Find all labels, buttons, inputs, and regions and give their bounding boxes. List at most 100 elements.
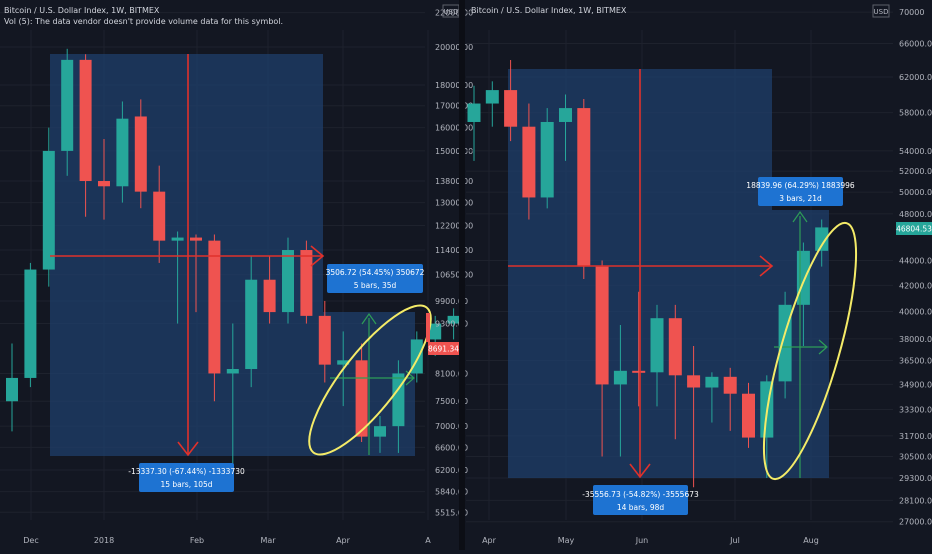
right-price-axis[interactable]: 70000 66000.00 62000.00 58000.00 54000.00 520…	[899, 8, 932, 527]
price-tick-label: 27000.00	[899, 518, 932, 527]
candle	[392, 360, 405, 453]
candle-body	[42, 150, 55, 270]
candle-body	[190, 237, 202, 241]
candle	[134, 99, 147, 209]
candle	[98, 139, 110, 220]
candle	[79, 54, 92, 217]
price-tick-label: 58000.00	[899, 109, 932, 118]
time-tick-label: Apr	[482, 536, 497, 545]
left-chart-panel[interactable]: -13337.30 (-67.44%) -1333730 15 bars, 10…	[0, 4, 473, 545]
candle-body	[392, 373, 405, 427]
candle-body	[577, 108, 591, 267]
price-tick-label: 8100.00	[435, 369, 468, 378]
candle-body	[796, 250, 810, 305]
price-tick-label: 33300.00	[899, 406, 932, 415]
time-tick-label: Jul	[729, 536, 740, 545]
time-tick-label: Mar	[260, 536, 276, 545]
right-currency-badge[interactable]: USD	[872, 4, 890, 18]
left-chart-title: Bitcoin / U.S. Dollar Index, 1W, BITMEX	[4, 6, 160, 15]
candle-body	[24, 269, 37, 378]
price-tick-label: 30500.00	[899, 453, 932, 462]
left-time-axis[interactable]: Dec 2018 Feb Mar Apr A	[23, 536, 431, 545]
price-tick-label: 7000.00	[435, 422, 468, 431]
candle	[595, 260, 609, 457]
candle	[190, 234, 202, 313]
candle	[282, 237, 294, 324]
candle	[742, 382, 755, 448]
candle	[24, 262, 37, 388]
candle-body	[668, 318, 682, 376]
candle-body	[282, 250, 294, 313]
candle-body	[6, 377, 18, 402]
price-tick-label: 66000.00	[899, 40, 932, 49]
price-tick-label: 5840.00	[435, 488, 468, 497]
candle	[447, 308, 460, 340]
left-last-price: 8691.34	[428, 345, 459, 354]
right-drop-label: -35556.73 (-54.82%) -3555673 14 bars, 98…	[582, 485, 699, 515]
candle-body	[171, 237, 184, 241]
candle-body	[705, 376, 719, 388]
left-last-candle-edge	[426, 313, 430, 342]
candle	[318, 300, 331, 383]
panel-divider[interactable]	[459, 0, 465, 550]
left-drop-arrow	[177, 54, 199, 457]
candle-body	[632, 370, 646, 373]
price-tick-label: 9900.00	[435, 297, 468, 306]
time-tick-label: Feb	[190, 536, 204, 545]
candle-body	[815, 227, 829, 251]
candle	[632, 291, 646, 407]
candle-body	[429, 323, 442, 340]
candle	[171, 231, 184, 324]
time-tick-label: Apr	[336, 536, 351, 545]
left-candles	[6, 48, 460, 482]
left-price-axis[interactable]: 22000.00 20000.00 18000.00 17000.00 16000.00…	[435, 9, 473, 518]
left-highlight-ellipse	[308, 304, 432, 456]
right-candles	[467, 60, 829, 488]
price-tick-label: 42000.00	[899, 281, 932, 290]
candle-body	[245, 279, 258, 370]
left-time-arrow	[50, 245, 325, 267]
candle-body	[61, 59, 74, 151]
candle	[687, 345, 701, 488]
price-tick-label: 38000.00	[899, 335, 932, 344]
candle	[540, 108, 554, 209]
price-tick-label: 6200.00	[435, 466, 468, 475]
right-rise-arrow	[774, 210, 828, 478]
time-tick-label: 2018	[94, 536, 114, 545]
right-rise-label: 18839.96 (64.29%) 1883996 3 bars, 21d	[746, 177, 855, 206]
right-drop-arrow	[629, 69, 651, 479]
candle	[208, 234, 221, 402]
left-rise-label-line1: 3506.72 (54.45%) 350672	[326, 268, 425, 277]
candle-body	[300, 250, 313, 316]
candle-body	[98, 181, 110, 187]
candle-body	[153, 191, 166, 241]
price-tick-label: 34900.00	[899, 380, 932, 389]
right-drop-label-line1: -35556.73 (-54.82%) -3555673	[582, 490, 699, 499]
price-tick-label: 5515.00	[435, 508, 468, 517]
candle	[723, 367, 737, 431]
candle-body	[650, 318, 664, 373]
candle-body	[595, 266, 609, 385]
candle-body	[447, 315, 460, 324]
right-chart-panel[interactable]: -35556.73 (-54.82%) -3555673 14 bars, 98…	[466, 4, 932, 545]
candle-body	[116, 118, 129, 187]
left-rise-label-line2: 5 bars, 35d	[354, 281, 397, 290]
candle	[705, 372, 719, 423]
price-tick-label: 54000.00	[899, 147, 932, 156]
candle	[815, 219, 829, 267]
candle-body	[504, 90, 518, 127]
right-time-axis[interactable]: Apr May Jun Jul Aug	[482, 536, 819, 545]
candle-body	[79, 59, 92, 182]
candle-body	[208, 240, 221, 374]
price-tick-label: 36500.00	[899, 356, 932, 365]
left-drop-label: -13337.30 (-67.44%) -1333730 15 bars, 10…	[128, 463, 245, 492]
candle-body	[687, 375, 701, 388]
left-range-box-big	[50, 54, 323, 456]
right-last-price-tag: 46804.53	[896, 222, 932, 235]
candle	[485, 81, 499, 127]
time-tick-label: Dec	[23, 536, 38, 545]
right-highlight-ellipse	[762, 221, 858, 481]
candle-body	[540, 121, 554, 198]
